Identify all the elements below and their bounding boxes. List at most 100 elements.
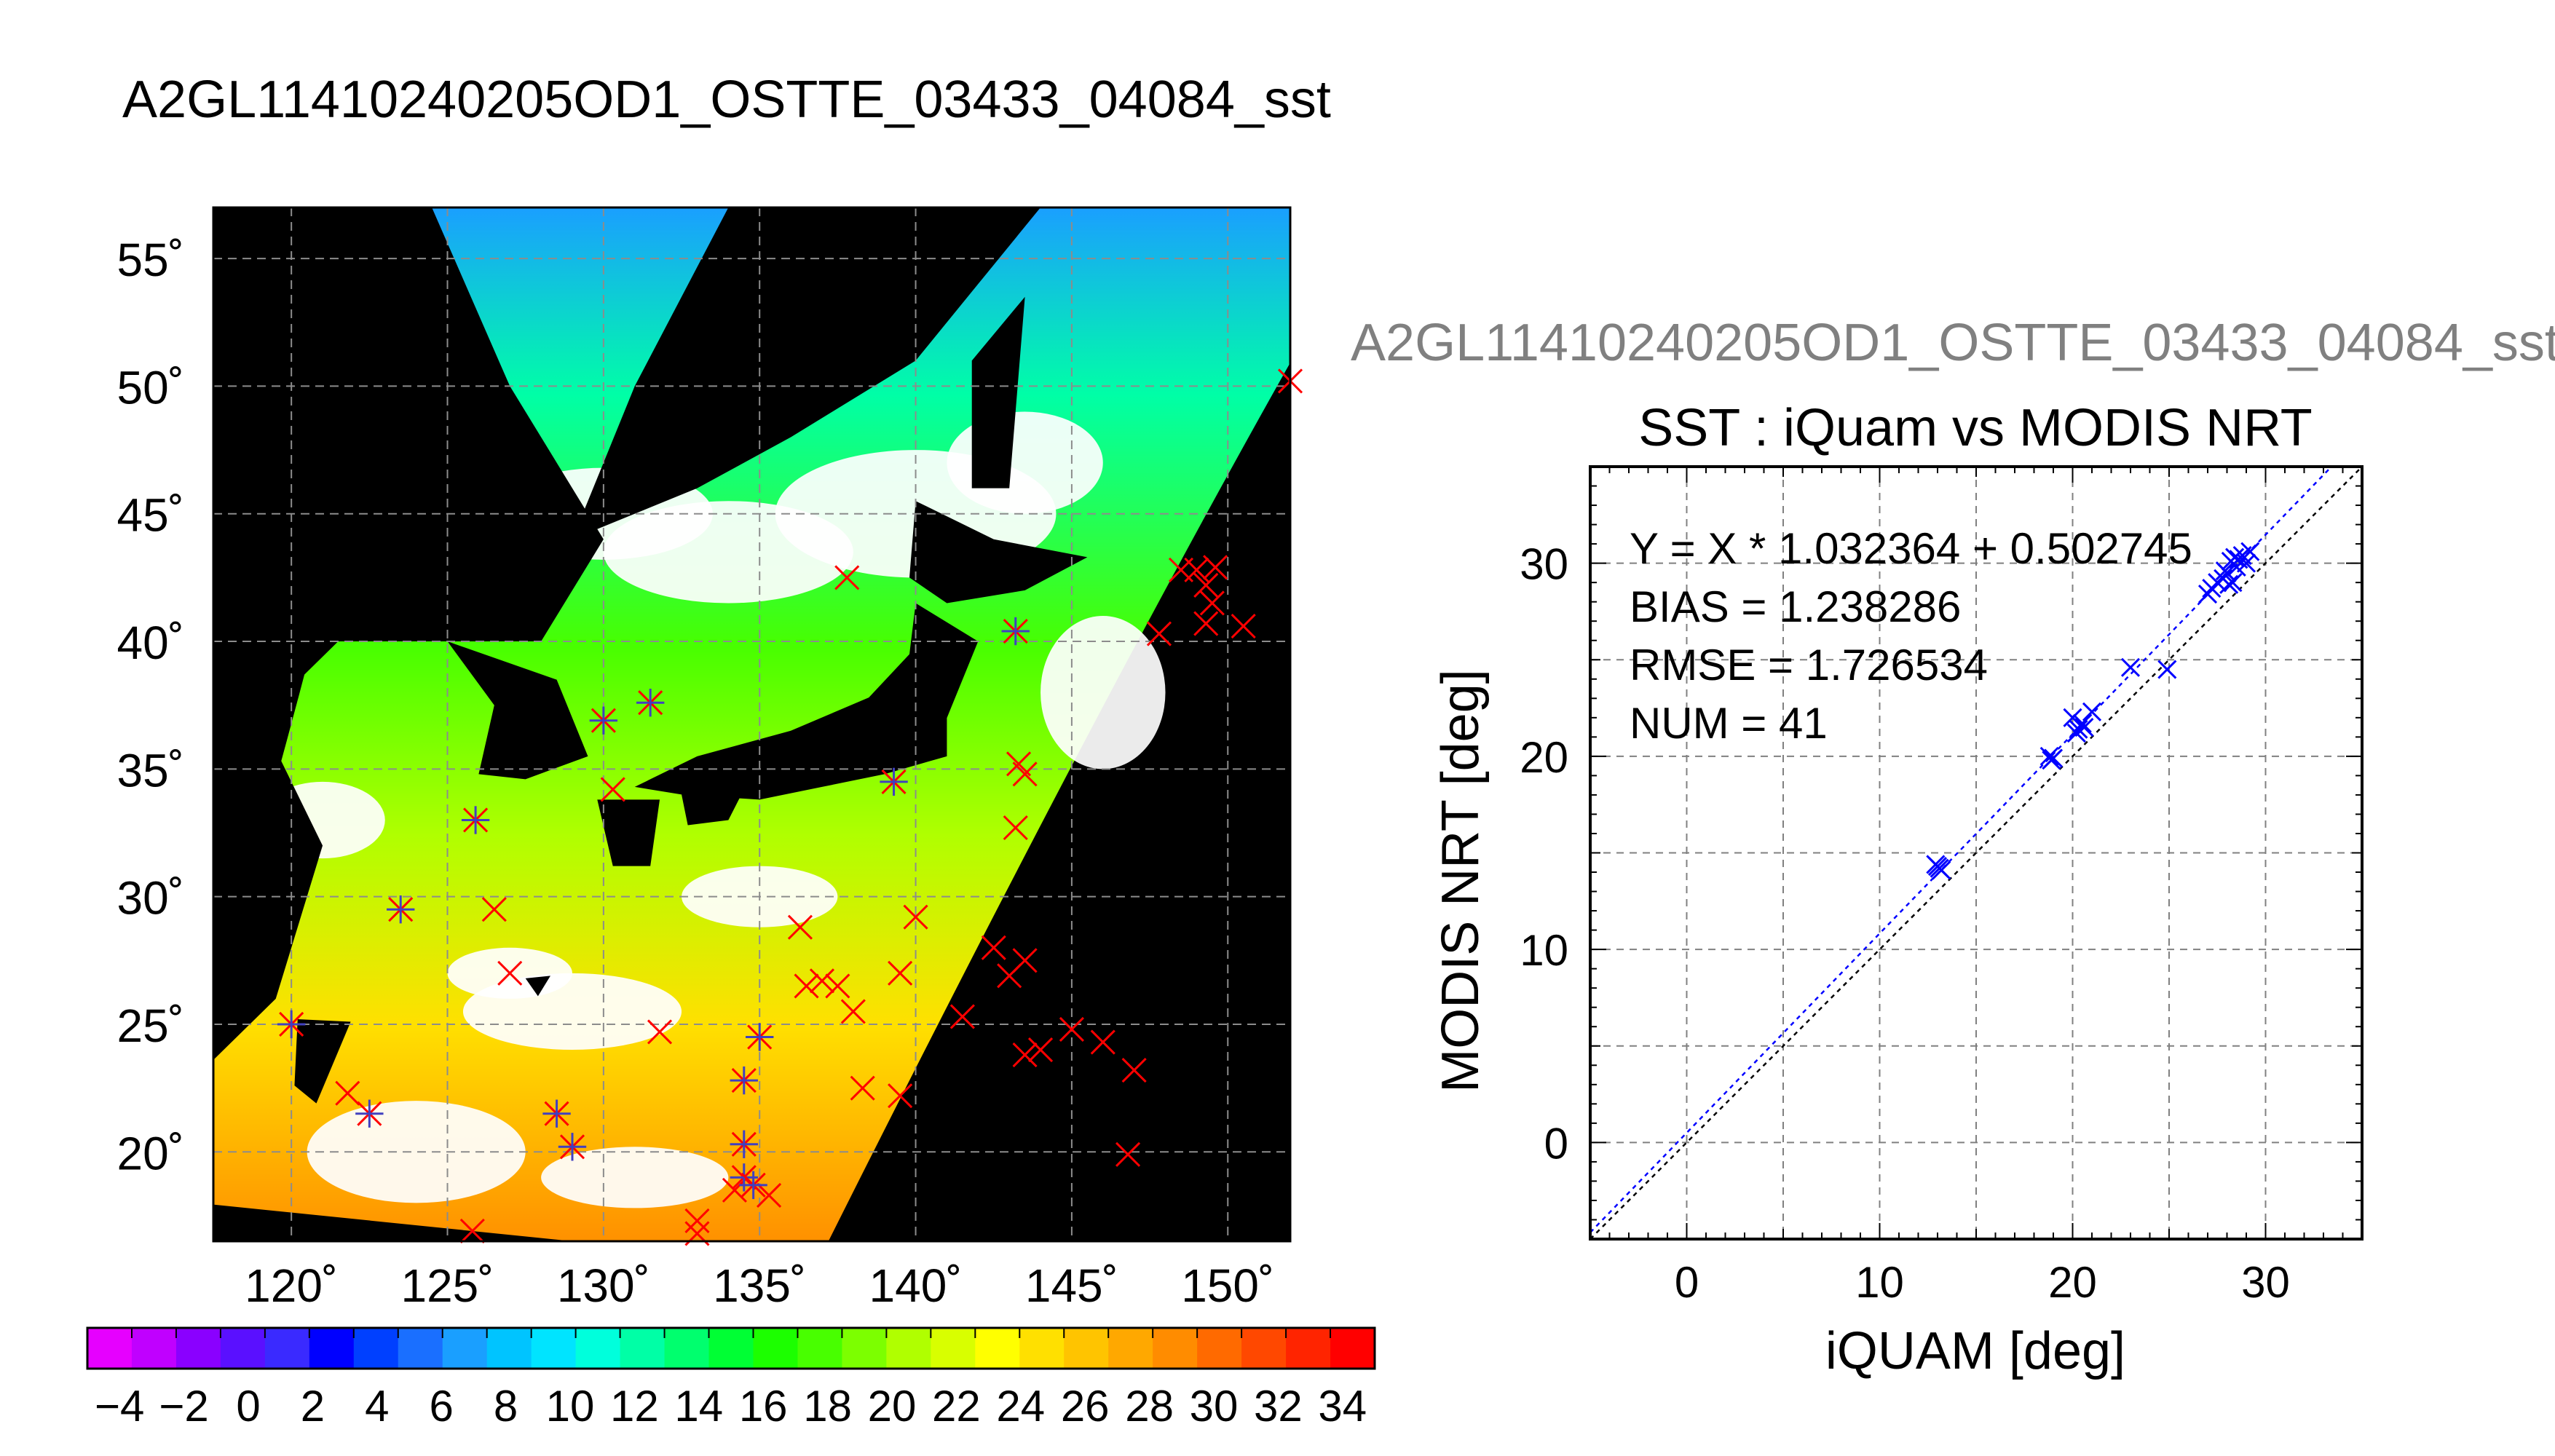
buoy-marker	[787, 914, 813, 940]
map-lat-tick-label: 45˚	[117, 489, 185, 542]
scatter-point	[2197, 585, 2218, 604]
colorbar-tick-label: 22	[932, 1382, 981, 1431]
map-lon-tick-label: 120˚	[245, 1259, 338, 1312]
colorbar-tick-label: 34	[1318, 1382, 1367, 1431]
buoy-marker-collocated	[589, 706, 618, 735]
buoy-marker-collocated	[730, 1130, 758, 1158]
scatter-point	[2082, 702, 2102, 721]
scatter-title: SST : iQuam vs MODIS NRT	[1638, 399, 2313, 457]
buoy-marker	[834, 565, 860, 590]
land-mass	[634, 603, 979, 800]
buoy-marker-collocated	[1001, 617, 1030, 646]
colorbar-swatch	[1064, 1328, 1110, 1369]
buoy-marker	[600, 777, 625, 802]
colorbar-swatch	[575, 1328, 621, 1369]
buoy-marker	[1059, 1016, 1084, 1042]
buoy-marker-collocated	[277, 1010, 306, 1039]
buoy-marker-collocated	[558, 1133, 587, 1161]
scatter-point	[2072, 713, 2092, 733]
buoy-marker-collocated	[636, 688, 665, 717]
colorbar-swatch	[1330, 1328, 1375, 1369]
buoy-marker-collocated	[542, 1099, 571, 1128]
cloud-patch	[1040, 615, 1166, 769]
y-axis-label: MODIS NRT [deg]	[1431, 669, 1490, 1093]
sst-colorbar: −4 −2 0 2 4 6 8 10 12 14 16 18 20 22 24 26 28 30 32 34	[86, 1326, 1376, 1431]
buoy-marker	[684, 1208, 710, 1234]
sst-map: 55˚ 50˚ 45˚ 40˚ 35˚ 30˚ 25˚ 20˚ 120˚ 125˚ 130˚ 135˚…	[86, 206, 1376, 1431]
colorbar-swatch	[620, 1328, 666, 1369]
stats-line: NUM = 41	[1630, 699, 1828, 748]
scatter-point	[2042, 751, 2061, 770]
buoy-marker	[888, 1083, 913, 1109]
scatter-point	[2039, 746, 2059, 766]
buoy-marker	[1012, 1042, 1038, 1068]
colorbar-swatch	[1108, 1328, 1153, 1369]
buoy-marker	[481, 897, 507, 922]
scatter-point	[2223, 573, 2243, 593]
map-lon-tick-label: 145˚	[1025, 1259, 1118, 1312]
scatter-point	[2157, 660, 2177, 679]
stats-line: Y = X * 1.032364 + 0.502745	[1630, 524, 2192, 573]
one-to-one-line	[1590, 467, 2362, 1239]
buoy-marker	[850, 1075, 875, 1101]
x-tick-label: 10	[1855, 1258, 1904, 1307]
cloud-patch	[541, 1147, 729, 1208]
scatter-point	[2074, 718, 2094, 737]
swath-gap	[213, 1204, 572, 1241]
x-axis-label: iQUAM [deg]	[1825, 1322, 2125, 1380]
scatter-point	[2066, 723, 2086, 743]
buoy-marker-collocated	[739, 1171, 767, 1200]
colorbar-swatch	[175, 1328, 221, 1369]
colorbar-swatch	[975, 1328, 1021, 1369]
map-frame	[212, 206, 1292, 1243]
buoy-marker-collocated	[355, 1099, 384, 1128]
colorbar-swatch	[486, 1328, 532, 1369]
map-buoy-markers	[277, 368, 1303, 1246]
land-mass	[682, 789, 744, 826]
colorbar-swatch	[220, 1328, 266, 1369]
colorbar-tick-label: 4	[365, 1382, 389, 1431]
scatter-stats: Y = X * 1.032364 + 0.502745 BIAS = 1.2382…	[1630, 524, 2192, 748]
scatter-point	[2063, 708, 2082, 727]
map-gridlines	[213, 207, 1290, 1241]
colorbar-swatch	[1153, 1328, 1198, 1369]
map-lat-tick-label: 55˚	[117, 234, 185, 286]
map-axes: 55˚ 50˚ 45˚ 40˚ 35˚ 30˚ 25˚ 20˚ 120˚ 125˚ 130˚ 135˚…	[117, 206, 1292, 1312]
buoy-marker-collocated	[880, 767, 908, 796]
x-tick-label: 30	[2241, 1258, 2290, 1307]
colorbar-swatch	[1286, 1328, 1331, 1369]
buoy-marker	[981, 935, 1006, 960]
colorbar-swatch	[931, 1328, 976, 1369]
colorbar-tick-label: 0	[236, 1382, 260, 1431]
scatter-points	[1926, 542, 2260, 880]
colorbar-swatch	[131, 1328, 177, 1369]
buoy-marker-collocated	[461, 806, 490, 834]
buoy-marker	[647, 1019, 673, 1045]
buoy-marker	[1012, 761, 1038, 787]
land-mass	[971, 296, 1025, 488]
scatter-subtitle: A2GL11410240205OD1_OSTTE_03433_04084_sst	[1351, 314, 2555, 372]
buoy-marker	[1115, 1142, 1141, 1167]
buoy-marker	[335, 1080, 360, 1106]
colorbar-swatch	[398, 1328, 443, 1369]
buoy-marker	[497, 960, 523, 986]
y-tick-label: 0	[1544, 1119, 1568, 1168]
scatter-point	[2236, 553, 2256, 573]
colorbar-swatch	[264, 1328, 310, 1369]
buoy-marker	[757, 1182, 782, 1208]
colorbar-tick-label: 14	[674, 1382, 723, 1431]
map-plot-area	[213, 207, 1290, 1241]
buoy-marker	[722, 1177, 747, 1203]
colorbar-swatch	[531, 1328, 577, 1369]
buoy-marker	[794, 973, 819, 999]
colorbar-tick-label: 6	[430, 1382, 454, 1431]
scatter-point	[2219, 574, 2239, 594]
map-lon-tick-label: 135˚	[713, 1259, 806, 1312]
stats-line: RMSE = 1.726534	[1630, 641, 1988, 689]
colorbar-tick-label: 18	[803, 1382, 852, 1431]
scatter-gridlines	[1590, 467, 2362, 1239]
buoy-marker	[997, 963, 1022, 989]
colorbar-swatch	[753, 1328, 799, 1369]
map-lon-tick-label: 130˚	[557, 1259, 650, 1312]
